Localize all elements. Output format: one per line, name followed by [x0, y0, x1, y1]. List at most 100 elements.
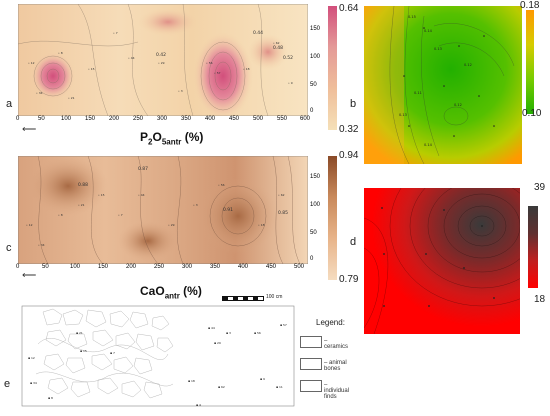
- panel-c-x-axis: 0 50 100 150 200 250 300 350 400 450 500: [16, 264, 308, 274]
- svg-text:• 21: • 21: [78, 203, 85, 207]
- panel-a-warm-east: [248, 34, 288, 70]
- panel-c-colorbar-max: 0.94: [339, 150, 359, 161]
- panel-a-hotspot-main: [193, 32, 253, 116]
- panel-c-contour-label-3: 0.91: [223, 207, 233, 213]
- x-tick: 400: [238, 264, 249, 270]
- svg-text:▪ 57: ▪ 57: [280, 323, 287, 327]
- panel-b-contour-label-7: 0.13: [399, 113, 407, 117]
- panel-b-colorbar-min: 0.10: [522, 108, 542, 119]
- svg-text:▪ 18: ▪ 18: [188, 379, 195, 383]
- panel-c-title-unit: (%): [183, 284, 202, 298]
- svg-text:• 12: • 12: [26, 223, 33, 227]
- svg-text:• 56: • 56: [218, 183, 225, 187]
- x-tick: 50: [38, 116, 45, 122]
- svg-text:• 18: • 18: [243, 67, 250, 71]
- panel-b-contours: [389, 6, 515, 164]
- svg-text:▪ 21: ▪ 21: [76, 331, 83, 335]
- panel-c-sample-points: • 12 • 34 • 8 • 21 • 15 • 7 • 44 • 29 • 3 • 56…: [26, 183, 285, 247]
- panel-e-letter: e: [4, 378, 11, 390]
- svg-text:• 57: • 57: [214, 71, 221, 75]
- svg-text:• 21: • 21: [68, 96, 75, 100]
- panel-e-plan: ▪ 12 ▪ 34 ▪ 8 ▪ 21 ▪ 15 ▪ 7 ▪ 44 ▪ 29 ▪ 3 ▪ 56…: [21, 305, 295, 407]
- panel-b: b 0.15 0.14 0.13 0.12 0.: [350, 0, 550, 170]
- panel-a-contour-label-4: 0.52: [283, 55, 293, 61]
- panel-e-stones: [35, 308, 174, 399]
- panel-c-contours: [37, 156, 301, 264]
- svg-text:• 29: • 29: [158, 61, 165, 65]
- panel-c-letter: c: [6, 242, 12, 254]
- panel-b-sample-points: [403, 27, 495, 137]
- svg-text:▪ 3: ▪ 3: [226, 331, 231, 335]
- svg-text:• 7: • 7: [113, 31, 118, 35]
- svg-text:▪ 56: ▪ 56: [254, 331, 261, 335]
- panel-c-title-main: CaO: [140, 284, 165, 298]
- x-tick: 100: [61, 116, 72, 122]
- legend-animal-bones-swatch: [300, 358, 322, 370]
- panel-c-map: • 12 • 34 • 8 • 21 • 15 • 7 • 44 • 29 • 3 • 56…: [18, 156, 308, 264]
- x-tick: 600: [300, 116, 311, 122]
- x-tick: 450: [229, 116, 240, 122]
- panel-b-letter: b: [350, 98, 357, 110]
- panel-d-letter: d: [350, 236, 357, 248]
- panel-c-contour-label-4: 0.85: [278, 210, 288, 216]
- panel-e-frame: [21, 305, 295, 407]
- svg-text:• 15: • 15: [98, 193, 105, 197]
- svg-text:• 3: • 3: [178, 89, 183, 93]
- svg-text:• 62: • 62: [278, 193, 285, 197]
- panel-d-contours: [364, 188, 520, 334]
- panel-b-contour-label-2: 0.14: [424, 29, 433, 33]
- y-tick: 150: [310, 174, 321, 180]
- panel-a-hotspot-west: [31, 52, 75, 100]
- panel-a-title-sub2: 5antr: [161, 137, 182, 147]
- svg-text:• 7: • 7: [118, 213, 123, 217]
- panel-a-contour-label-1: 0.42: [156, 52, 166, 58]
- panel-c-title: CaOantr (%): [140, 284, 202, 300]
- panel-a-title-main: P: [140, 130, 149, 144]
- svg-text:• 3: • 3: [193, 203, 198, 207]
- panel-e-finds: ▪ 12 ▪ 34 ▪ 8 ▪ 21 ▪ 15 ▪ 7 ▪ 44 ▪ 29 ▪ 3 ▪ 56…: [28, 323, 287, 407]
- x-tick: 450: [266, 264, 277, 270]
- x-tick: 350: [210, 264, 221, 270]
- panel-a-title-unit: (%): [184, 130, 204, 144]
- svg-text:▪ 8: ▪ 8: [48, 396, 53, 400]
- x-tick: 0: [16, 264, 20, 270]
- svg-text:▪ 29: ▪ 29: [214, 341, 221, 345]
- svg-text:▪ 34: ▪ 34: [30, 381, 37, 385]
- legend-animal-bones-label: – animal bones: [324, 360, 347, 372]
- panel-a-sample-points: • 12 • 34 • 8 • 21 • 15 • 7 • 44 • 29 • 3 • 56…: [28, 31, 293, 100]
- svg-text:▪ 62: ▪ 62: [218, 385, 225, 389]
- y-tick: 50: [310, 82, 317, 88]
- panel-b-contour-label-8: 0.14: [424, 143, 433, 147]
- legend-individual-finds-swatch: [300, 380, 322, 392]
- legend-ceramics-label: – ceramics: [324, 338, 349, 350]
- x-tick: 300: [182, 264, 193, 270]
- legend-individual-finds-label: – individual finds: [324, 382, 350, 400]
- panel-d-colorbar-min: 18: [534, 294, 546, 305]
- x-tick: 200: [126, 264, 137, 270]
- panel-a-colorbar-max: 0.64: [339, 3, 359, 14]
- svg-text:• 34: • 34: [36, 91, 43, 95]
- svg-text:▪ 12: ▪ 12: [28, 356, 35, 360]
- y-tick: 0: [310, 108, 314, 114]
- x-tick: 100: [70, 264, 81, 270]
- legend-title: Legend:: [316, 318, 345, 327]
- panel-a-title-sub1: 2: [148, 137, 153, 147]
- panel-a-letter: a: [6, 98, 13, 110]
- x-tick: 500: [294, 264, 305, 270]
- svg-text:▪ 9: ▪ 9: [260, 377, 265, 381]
- legend-ceramics-swatch: [300, 336, 322, 348]
- panel-a-contour-label-3: 0.48: [273, 45, 283, 51]
- x-tick: 500: [253, 116, 264, 122]
- panel-b-contour-label-5: 0.11: [414, 91, 422, 95]
- svg-text:• 8: • 8: [58, 213, 63, 217]
- svg-text:• 34: • 34: [38, 243, 45, 247]
- x-tick: 0: [16, 116, 20, 122]
- panel-a-y-axis: 150 100 50 0: [310, 4, 324, 116]
- x-tick: 400: [205, 116, 216, 122]
- panel-d-sample-points: [381, 207, 495, 307]
- north-arrow-icon: ⟵: [22, 270, 37, 281]
- svg-text:▪ 44: ▪ 44: [208, 326, 215, 330]
- y-tick: 0: [310, 256, 314, 262]
- x-tick: 350: [181, 116, 192, 122]
- panel-b-colorbar: [526, 10, 534, 114]
